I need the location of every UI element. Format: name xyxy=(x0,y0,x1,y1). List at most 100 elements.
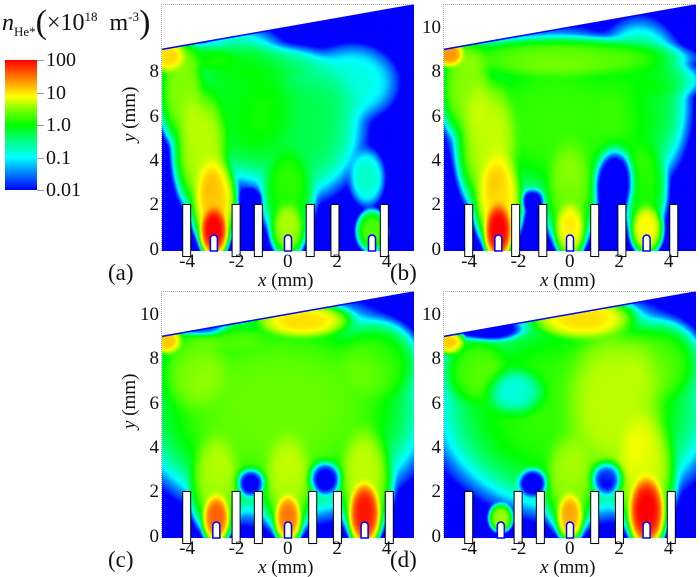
electrode xyxy=(513,490,523,545)
colorbar-tick-mark xyxy=(37,92,44,94)
electrode xyxy=(379,203,389,258)
plot-frame xyxy=(161,291,414,538)
pin-electrode xyxy=(642,521,651,539)
electrode xyxy=(617,203,627,258)
x-tick-label: 4 xyxy=(381,538,392,559)
x-tick-label: -2 xyxy=(510,538,527,559)
pin-electrode xyxy=(565,234,575,252)
x-tick-label: 0 xyxy=(283,251,293,272)
electrode xyxy=(590,490,600,545)
y-tick-label: 2 xyxy=(431,194,442,216)
y-tick-label: 8 xyxy=(149,348,160,370)
unit-prefix: ×10 xyxy=(47,10,85,36)
x-tick-label: 4 xyxy=(663,538,674,559)
quantity-subscript: He* xyxy=(14,23,36,39)
x-tick-label: 2 xyxy=(614,538,624,559)
electrode xyxy=(511,203,521,258)
electrode xyxy=(538,203,548,258)
colorbar-tick-mark xyxy=(37,157,44,159)
y-tick-label: 10 xyxy=(422,17,441,39)
pin-electrode xyxy=(496,521,506,539)
overlay xyxy=(161,291,415,545)
y-tick-label: 0 xyxy=(149,238,160,260)
electrode xyxy=(464,490,474,545)
x-tick-label: 0 xyxy=(283,538,293,559)
electrode xyxy=(666,490,676,545)
panel-label: (a) xyxy=(108,260,134,285)
panel-label: (d) xyxy=(390,547,417,572)
unit: m xyxy=(109,10,129,36)
y-tick-label: 6 xyxy=(431,105,442,127)
quantity-symbol: n xyxy=(2,10,14,36)
panel-d: 0 2 4 6 8 10 -4 -2 0 2 4 x (mm) (d) xyxy=(390,291,697,577)
plot-frame xyxy=(443,291,696,538)
electrode xyxy=(384,490,394,545)
x-tick-label: -4 xyxy=(461,251,477,272)
y-tick-label: 4 xyxy=(431,150,442,172)
density-heatmap xyxy=(444,5,696,251)
colorbar-tick-label: 0.1 xyxy=(46,146,71,169)
top-boundary xyxy=(443,4,697,51)
colorbar xyxy=(5,60,37,190)
plot-frame xyxy=(443,4,696,251)
colorbar-tick-mark xyxy=(37,125,44,126)
overlay xyxy=(443,4,697,258)
y-axis-label: y (mm) xyxy=(119,373,140,430)
top-boundary xyxy=(161,291,415,338)
pin-electrode xyxy=(283,521,293,539)
top-boundary xyxy=(161,4,415,51)
colorbar-title: nHe*(×1018 m-3) xyxy=(2,4,151,41)
panel-label: (b) xyxy=(390,260,417,285)
x-tick-label: 0 xyxy=(565,251,575,272)
x-tick-label: -2 xyxy=(228,251,245,272)
y-tick-label: 8 xyxy=(431,348,442,370)
pin-electrode xyxy=(209,234,219,252)
x-axis-label: x (mm) xyxy=(258,557,314,577)
y-tick-label: 6 xyxy=(149,105,160,127)
x-tick-label: -4 xyxy=(179,251,195,272)
electrode xyxy=(253,203,263,258)
overlay xyxy=(161,4,415,258)
x-tick-label: 2 xyxy=(332,538,342,559)
panel-a: 0 2 4 6 8 -4 -2 0 2 4 x (mm) y (mm) (a) xyxy=(108,4,415,290)
electrode xyxy=(614,490,624,545)
electrode xyxy=(308,490,318,545)
electrode xyxy=(305,203,315,258)
x-axis-label: x (mm) xyxy=(258,270,314,291)
pin-electrode xyxy=(367,234,377,252)
x-tick-label: 2 xyxy=(332,251,342,272)
panel-b: 0 2 4 6 8 10 -4 -2 0 2 4 x (mm) (b) xyxy=(390,4,697,290)
x-tick-label: 2 xyxy=(614,251,624,272)
x-tick-label: -4 xyxy=(179,538,195,559)
density-heatmap xyxy=(162,5,414,251)
panel-label: (c) xyxy=(108,547,134,572)
electrode xyxy=(590,203,600,258)
unit-exponent: 18 xyxy=(84,9,98,24)
electrode xyxy=(464,203,474,258)
electrode xyxy=(669,203,679,258)
y-tick-label: 0 xyxy=(431,525,442,547)
x-axis-label: x (mm) xyxy=(540,270,596,291)
x-tick-label: 4 xyxy=(381,251,392,272)
y-tick-label: 10 xyxy=(140,304,159,326)
x-tick-label: -4 xyxy=(461,538,477,559)
y-tick-label: 0 xyxy=(149,525,160,547)
top-boundary xyxy=(443,291,697,338)
electrode xyxy=(231,203,241,258)
x-tick-label: 4 xyxy=(663,251,674,272)
y-tick-label: 2 xyxy=(149,481,160,503)
density-heatmap xyxy=(162,292,414,538)
electrode xyxy=(182,203,192,258)
overlay xyxy=(443,291,697,545)
electrode xyxy=(253,490,263,545)
y-tick-label: 0 xyxy=(431,238,442,260)
y-tick-label: 8 xyxy=(149,61,160,83)
colorbar-tick-label: 1.0 xyxy=(46,114,71,136)
y-tick-label: 4 xyxy=(149,437,160,459)
electrode xyxy=(332,490,342,545)
colorbar-tick-mark xyxy=(37,60,44,61)
x-tick-label: 0 xyxy=(565,538,575,559)
colorbar-tick-mark xyxy=(37,190,44,191)
y-tick-label: 6 xyxy=(149,392,160,414)
